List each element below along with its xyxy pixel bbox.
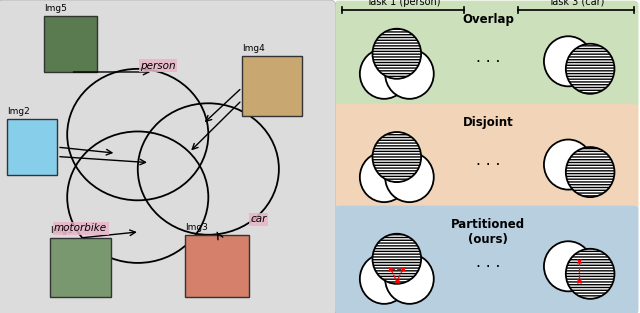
Text: · · ·: · · · [476, 158, 500, 173]
Text: Disjoint: Disjoint [463, 116, 513, 130]
Text: Overlap: Overlap [462, 13, 514, 26]
Text: Img4: Img4 [242, 44, 265, 53]
Text: Img5: Img5 [44, 3, 67, 13]
Circle shape [360, 49, 408, 99]
Circle shape [544, 36, 593, 86]
Text: motorbike: motorbike [54, 223, 108, 233]
FancyBboxPatch shape [335, 104, 639, 213]
Circle shape [385, 152, 434, 202]
Text: car: car [250, 214, 267, 224]
Circle shape [385, 254, 434, 304]
Circle shape [360, 152, 408, 202]
Circle shape [372, 132, 421, 182]
Text: Task 3 (car): Task 3 (car) [548, 0, 604, 7]
Text: Partitioned
(ours): Partitioned (ours) [451, 218, 525, 246]
Circle shape [566, 147, 614, 197]
Circle shape [566, 44, 614, 94]
Text: · · ·: · · · [476, 259, 500, 275]
FancyBboxPatch shape [0, 0, 336, 313]
Text: Img1: Img1 [51, 226, 73, 235]
Circle shape [544, 241, 593, 291]
Text: Img3: Img3 [185, 223, 207, 232]
FancyBboxPatch shape [44, 16, 97, 72]
Text: person: person [140, 61, 176, 71]
Circle shape [360, 254, 408, 304]
FancyBboxPatch shape [335, 1, 639, 110]
Text: Img2: Img2 [6, 107, 29, 116]
Text: Task 1 (person): Task 1 (person) [365, 0, 440, 7]
FancyBboxPatch shape [6, 119, 57, 175]
FancyBboxPatch shape [335, 206, 639, 313]
FancyBboxPatch shape [242, 56, 302, 116]
Circle shape [385, 49, 434, 99]
FancyBboxPatch shape [51, 238, 111, 297]
FancyBboxPatch shape [185, 235, 248, 297]
Circle shape [566, 249, 614, 299]
Circle shape [372, 29, 421, 79]
Text: · · ·: · · · [476, 54, 500, 69]
Circle shape [372, 234, 421, 284]
Circle shape [544, 140, 593, 190]
